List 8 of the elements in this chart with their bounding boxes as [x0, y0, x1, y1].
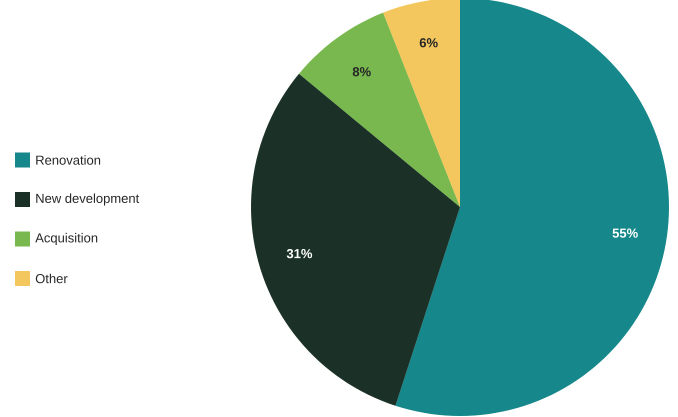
- legend-label: New development: [36, 193, 140, 206]
- data-label: 31%: [286, 249, 312, 258]
- legend-label: Renovation: [36, 155, 100, 165]
- data-label: 55%: [612, 228, 638, 238]
- legend-label: Acquisition: [35, 232, 98, 246]
- data-label: 6%: [420, 38, 438, 48]
- data-label: 8%: [352, 67, 371, 76]
- legend-label: Other: [36, 274, 68, 284]
